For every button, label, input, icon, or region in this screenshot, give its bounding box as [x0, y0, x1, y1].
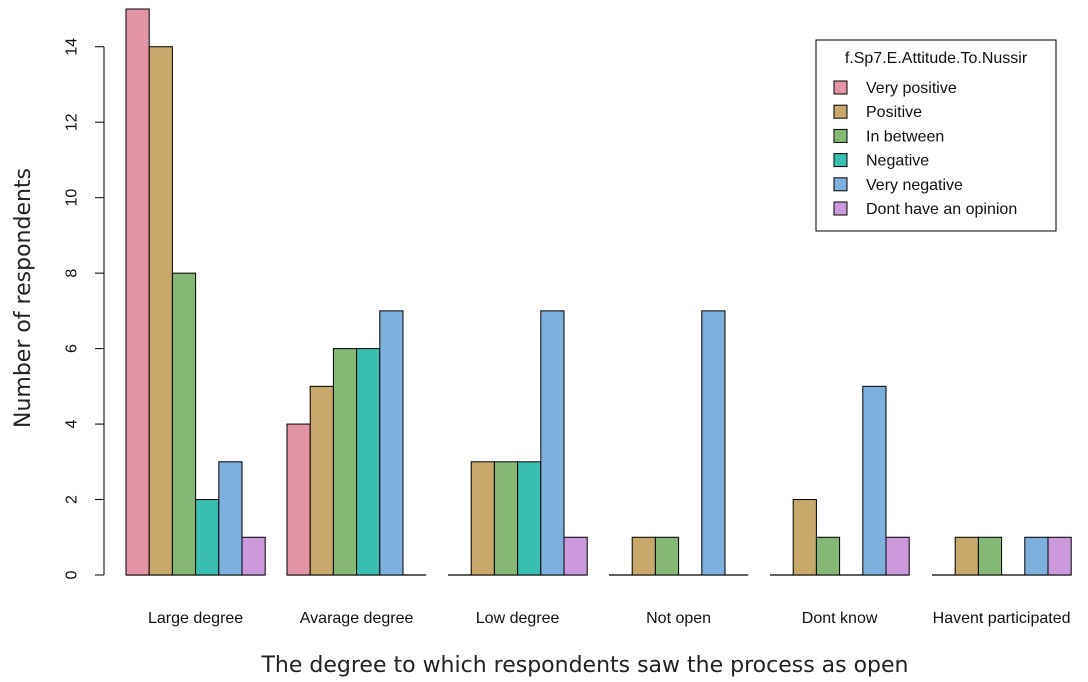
x-axis-title: The degree to which respondents saw the …: [260, 653, 908, 678]
legend: f.Sp7.E.Attitude.To.Nussir Very positive…: [815, 39, 1057, 232]
bar: [218, 461, 243, 576]
y-tick-label: 8: [64, 269, 81, 278]
legend-label: In between: [866, 128, 944, 145]
legend-label: Positive: [866, 104, 922, 121]
bar: [540, 310, 565, 576]
bar: [125, 8, 150, 576]
category-label: Low degree: [476, 610, 560, 627]
bar: [148, 46, 173, 576]
legend-label: Negative: [866, 153, 929, 170]
legend-swatch: [833, 80, 848, 95]
y-tick-label: 12: [64, 113, 81, 131]
y-tick-label: 6: [64, 344, 81, 353]
bar: [332, 348, 358, 576]
legend-swatch: [833, 177, 848, 192]
category-labels: Large degree Avarage degree Low degree Not …: [148, 610, 1071, 627]
bar: [171, 272, 197, 576]
y-tick-label: 0: [64, 570, 81, 579]
legend-swatch: [833, 153, 848, 168]
legend-swatch: [833, 201, 848, 216]
y-axis-title: Number of respondents: [11, 168, 36, 428]
bar: [517, 461, 542, 576]
bar: [1024, 536, 1049, 576]
bars: [125, 8, 1072, 576]
legend-swatch: [833, 128, 848, 143]
bar: [470, 461, 495, 576]
bar: [862, 385, 887, 576]
bar: [563, 536, 588, 576]
y-axis: 0 2 4 6 8 10 12 14: [64, 38, 105, 579]
bar: [379, 310, 404, 576]
bar: [792, 499, 817, 576]
legend-items: Very positive Positive In between Negative V…: [833, 80, 1017, 218]
bar: [309, 385, 334, 576]
legend-swatch: [833, 104, 848, 119]
bar: [954, 536, 979, 576]
legend-title: f.Sp7.E.Attitude.To.Nussir: [845, 50, 1028, 67]
bar: [701, 310, 726, 576]
category-label: Dont know: [802, 610, 878, 627]
category-label: Large degree: [148, 610, 243, 627]
bar: [286, 423, 311, 576]
y-tick-label: 10: [64, 189, 81, 207]
legend-label: Dont have an opinion: [866, 201, 1017, 218]
bar: [654, 536, 680, 576]
category-label: Not open: [646, 610, 711, 627]
bar: [977, 536, 1003, 576]
y-tick-label: 14: [64, 38, 81, 56]
category-label: Havent participated: [933, 610, 1071, 627]
bar: [195, 499, 220, 576]
bar: [631, 536, 656, 576]
legend-label: Very negative: [866, 177, 963, 194]
bar: [815, 536, 841, 576]
legend-box: [815, 39, 1057, 232]
category-label: Avarage degree: [300, 610, 414, 627]
legend-label: Very positive: [866, 80, 957, 97]
bar: [493, 461, 519, 576]
y-tick-label: 2: [64, 495, 81, 504]
bar: [1047, 536, 1072, 576]
bar: [885, 536, 910, 576]
bar: [356, 348, 381, 576]
y-tick-label: 4: [64, 420, 81, 429]
bar: [241, 536, 266, 576]
